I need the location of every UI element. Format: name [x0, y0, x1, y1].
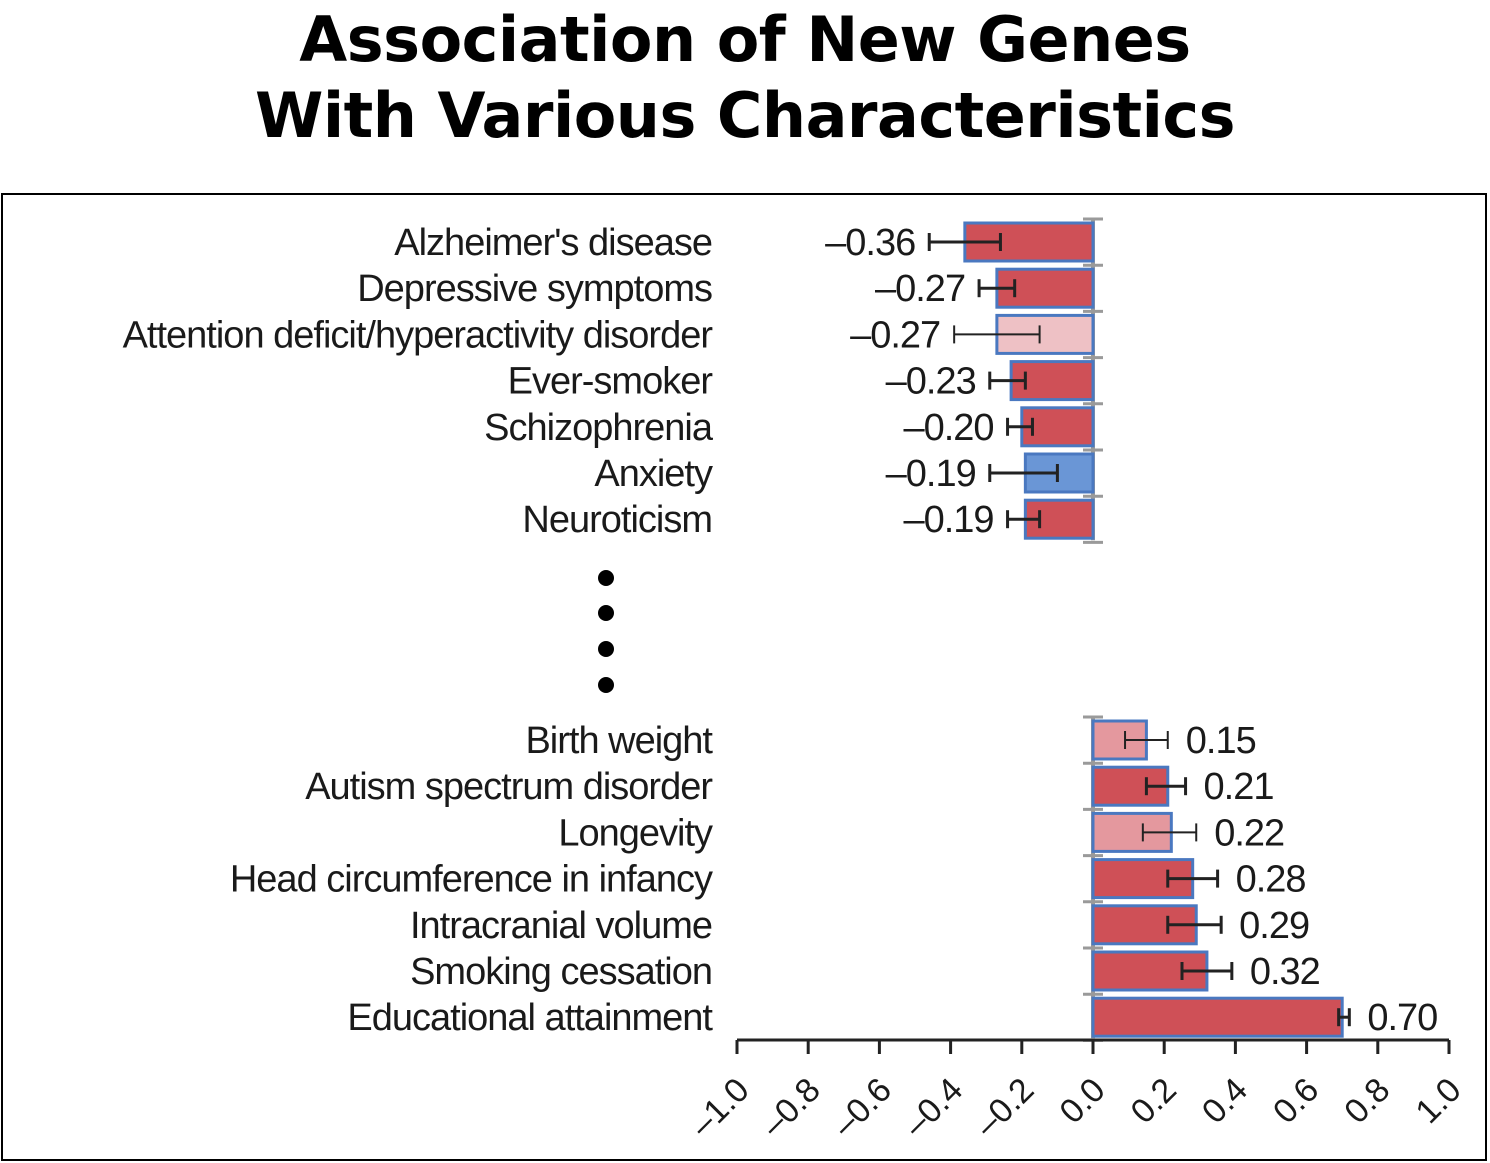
data-label: 0.15: [1186, 720, 1256, 762]
category-label: Neuroticism: [522, 499, 712, 541]
chart-title: Association of New Genes With Various Ch…: [0, 2, 1490, 154]
data-label: 0.70: [1367, 997, 1437, 1039]
chart-title-line-1: Association of New Genes: [299, 3, 1191, 76]
category-label: Schizophrenia: [484, 407, 714, 449]
ellipsis-dot: [598, 605, 614, 621]
data-label: 0.21: [1204, 766, 1274, 808]
category-label: Birth weight: [525, 720, 713, 762]
category-label: Alzheimer's disease: [394, 222, 712, 264]
category-label: Longevity: [558, 812, 713, 854]
bar-negative: [1020, 406, 1095, 448]
x-tick-label: –0.6: [825, 1071, 899, 1145]
data-label: 0.29: [1239, 905, 1309, 947]
data-label: –0.19: [886, 453, 976, 495]
data-label: 0.32: [1250, 951, 1320, 993]
bar-negative: [1023, 452, 1095, 494]
data-label: 0.22: [1214, 812, 1284, 854]
ellipsis-dot: [598, 677, 614, 693]
x-tick-label: 0.2: [1124, 1071, 1184, 1131]
ellipsis-dot: [598, 641, 614, 657]
category-label: Educational attainment: [347, 997, 713, 1039]
data-label: 0.28: [1236, 859, 1306, 901]
category-label: Intracranial volume: [410, 905, 712, 947]
category-label: Ever-smoker: [508, 361, 714, 403]
ellipsis-dot: [598, 570, 614, 586]
x-tick-label: 0.4: [1195, 1071, 1255, 1131]
data-label: –0.20: [903, 407, 993, 449]
x-tick-label: –0.8: [754, 1071, 828, 1145]
bar-negative: [963, 221, 1095, 263]
data-label: –0.19: [903, 499, 993, 541]
data-label: –0.23: [886, 361, 976, 403]
x-tick-label: 1.0: [1408, 1071, 1468, 1131]
data-label: –0.36: [825, 222, 915, 264]
category-label: Head circumference in infancy: [230, 859, 713, 901]
data-label: –0.27: [875, 268, 965, 310]
category-label: Smoking cessation: [410, 951, 712, 993]
x-tick-label: –0.2: [968, 1071, 1042, 1145]
data-label: –0.27: [850, 314, 940, 356]
x-tick-label: 0.8: [1337, 1071, 1397, 1131]
category-label: Autism spectrum disorder: [305, 766, 713, 808]
chart-frame: [1, 193, 1487, 1161]
chart-title-line-2: With Various Characteristics: [254, 79, 1236, 152]
x-tick-label: –0.4: [897, 1071, 971, 1145]
x-tick-label: –1.0: [683, 1071, 757, 1145]
x-tick-label: 0.0: [1052, 1071, 1112, 1131]
category-label: Attention deficit/hyperactivity disorder: [123, 314, 714, 356]
category-label: Depressive symptoms: [357, 268, 712, 310]
category-label: Anxiety: [594, 453, 713, 495]
bar-positive: [1091, 996, 1344, 1038]
x-tick-label: 0.6: [1266, 1071, 1326, 1131]
